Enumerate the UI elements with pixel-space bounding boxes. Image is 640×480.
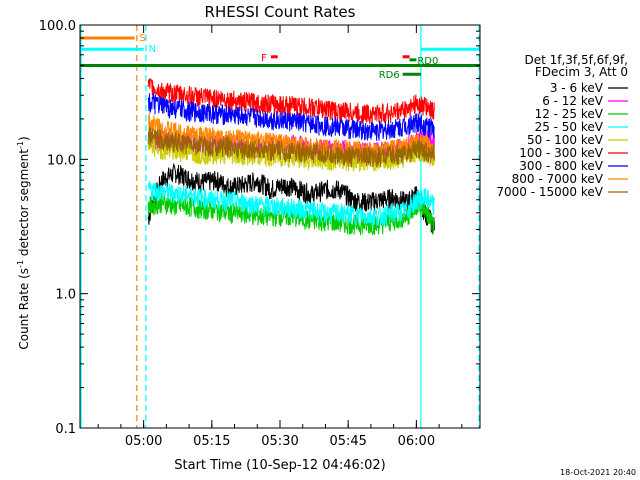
x-axis-label: Start Time (10-Sep-12 04:46:02) bbox=[174, 458, 385, 473]
series-line-6 bbox=[147, 93, 435, 141]
x-tick-label-1: 05:15 bbox=[193, 434, 230, 449]
x-tick-label-3: 05:45 bbox=[329, 434, 366, 449]
legend-label-1: 6 - 12 keV bbox=[542, 94, 604, 108]
flag-label-0: S bbox=[140, 33, 146, 44]
series-line-8 bbox=[147, 126, 435, 168]
series-line-5 bbox=[147, 78, 435, 125]
series-lines bbox=[147, 78, 435, 236]
y-axis-label: Count Rate (s-1 detector segment-1) bbox=[16, 136, 31, 349]
chart-title: RHESSI Count Rates bbox=[205, 3, 356, 21]
legend-label-0: 3 - 6 keV bbox=[550, 81, 604, 95]
vertical-markers bbox=[80, 25, 480, 428]
flag-label-6: RD6 bbox=[379, 70, 400, 81]
y-axis-label-sup2: -1 bbox=[16, 141, 25, 149]
y-axis-label-mid: detector segment bbox=[17, 149, 31, 260]
flag-label-1: N bbox=[149, 44, 156, 55]
y-axis-label-end: ) bbox=[17, 136, 31, 141]
axes: 100.0 10.0 1.0 0.1 05:00 05:15 05:30 05:45 06:00 bbox=[39, 19, 481, 449]
y-tick-label-3: 0.1 bbox=[55, 422, 76, 437]
y-axis-label-sup1: -1 bbox=[16, 260, 25, 268]
x-tick-label-2: 05:30 bbox=[261, 434, 298, 449]
legend-label-8: 7000 - 15000 keV bbox=[496, 185, 603, 199]
series-line-3 bbox=[147, 180, 435, 227]
y-tick-label-2: 1.0 bbox=[55, 288, 76, 303]
legend-label-7: 800 - 7000 keV bbox=[512, 172, 604, 186]
legend-header-1: Det 1f,3f,5f,6f,9f, bbox=[524, 53, 628, 67]
legend-label-6: 300 - 800 keV bbox=[519, 159, 603, 173]
flag-bars: SN F RD6 RD0 bbox=[80, 33, 480, 81]
legend-label-5: 100 - 300 keV bbox=[519, 146, 603, 160]
x-tick-label-0: 05:00 bbox=[125, 434, 162, 449]
footer-date: 18-Oct-2021 20:40 bbox=[560, 468, 636, 477]
legend-label-2: 12 - 25 keV bbox=[535, 107, 604, 121]
legend-header-2: FDecim 3, Att 0 bbox=[535, 65, 628, 79]
legend-label-3: 25 - 50 keV bbox=[535, 120, 604, 134]
y-axis-label-main: Count Rate (s bbox=[17, 268, 31, 350]
y-tick-label-1: 10.0 bbox=[47, 153, 76, 168]
flag-label-7: RD0 bbox=[417, 56, 438, 67]
flag-label-4: F bbox=[261, 53, 267, 64]
y-tick-label-0: 100.0 bbox=[39, 19, 76, 34]
legend: Det 1f,3f,5f,6f,9f, FDecim 3, Att 0 3 - … bbox=[496, 53, 628, 199]
x-tick-label-4: 06:00 bbox=[398, 434, 435, 449]
legend-label-4: 50 - 100 keV bbox=[527, 133, 604, 147]
